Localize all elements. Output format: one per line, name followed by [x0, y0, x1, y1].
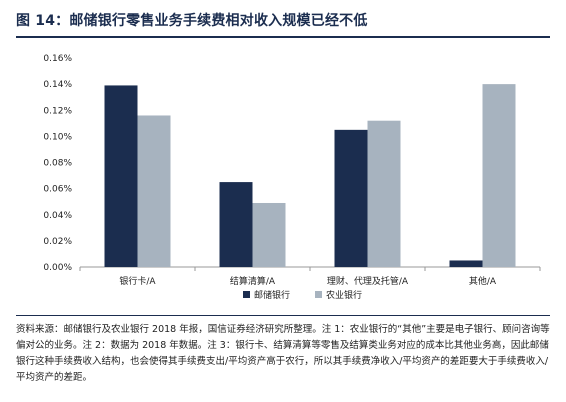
- legend-label: 邮储银行: [254, 289, 290, 301]
- title-divider: [16, 36, 550, 38]
- x-category-label: 理财、代理及托管/A: [327, 275, 409, 287]
- bar-series-1: [219, 182, 253, 267]
- x-category-label: 其他/A: [469, 275, 497, 287]
- chart-canvas: 0.00% 0.02% 0.04% 0.06% 0.08% 0.10% 0.12% 0.14%…: [43, 54, 541, 301]
- x-category-label: 银行卡/A: [119, 275, 156, 287]
- legend-swatch: [315, 291, 322, 298]
- figure-title: 图 14：邮储银行零售业务手续费相对收入规模已经不低: [16, 13, 368, 29]
- bar-series-2: [137, 115, 171, 267]
- y-tick-label: 0.08%: [43, 159, 72, 169]
- bar-series-1: [449, 260, 483, 267]
- legend-label: 农业银行: [326, 289, 362, 301]
- y-tick-label: 0.16%: [43, 54, 72, 64]
- x-category-label: 结算清算/A: [230, 275, 276, 287]
- y-tick-label: 0.12%: [43, 106, 72, 116]
- y-tick-label: 0.10%: [43, 132, 72, 142]
- bar-series-1: [334, 129, 368, 267]
- y-tick-label: 0.00%: [43, 263, 72, 273]
- source-note: 资料来源：邮储银行及农业银行 2018 年报，国信证券经济研究所整理。注 1：农…: [16, 324, 550, 383]
- bar-series-1: [104, 85, 138, 268]
- bar-series-2: [252, 202, 286, 267]
- bar-series-2: [367, 120, 401, 267]
- y-tick-label: 0.02%: [43, 237, 72, 247]
- legend-swatch: [243, 291, 250, 298]
- figure-header: 图 14：邮储银行零售业务手续费相对收入规模已经不低: [0, 0, 566, 36]
- y-tick-label: 0.04%: [43, 211, 72, 221]
- y-tick-label: 0.14%: [43, 80, 72, 90]
- y-tick-label: 0.06%: [43, 185, 72, 195]
- bar-chart: 0.00% 0.02% 0.04% 0.06% 0.08% 0.10% 0.12% 0.14%…: [0, 40, 566, 312]
- source-divider: [16, 315, 550, 316]
- bar-series-2: [482, 84, 516, 267]
